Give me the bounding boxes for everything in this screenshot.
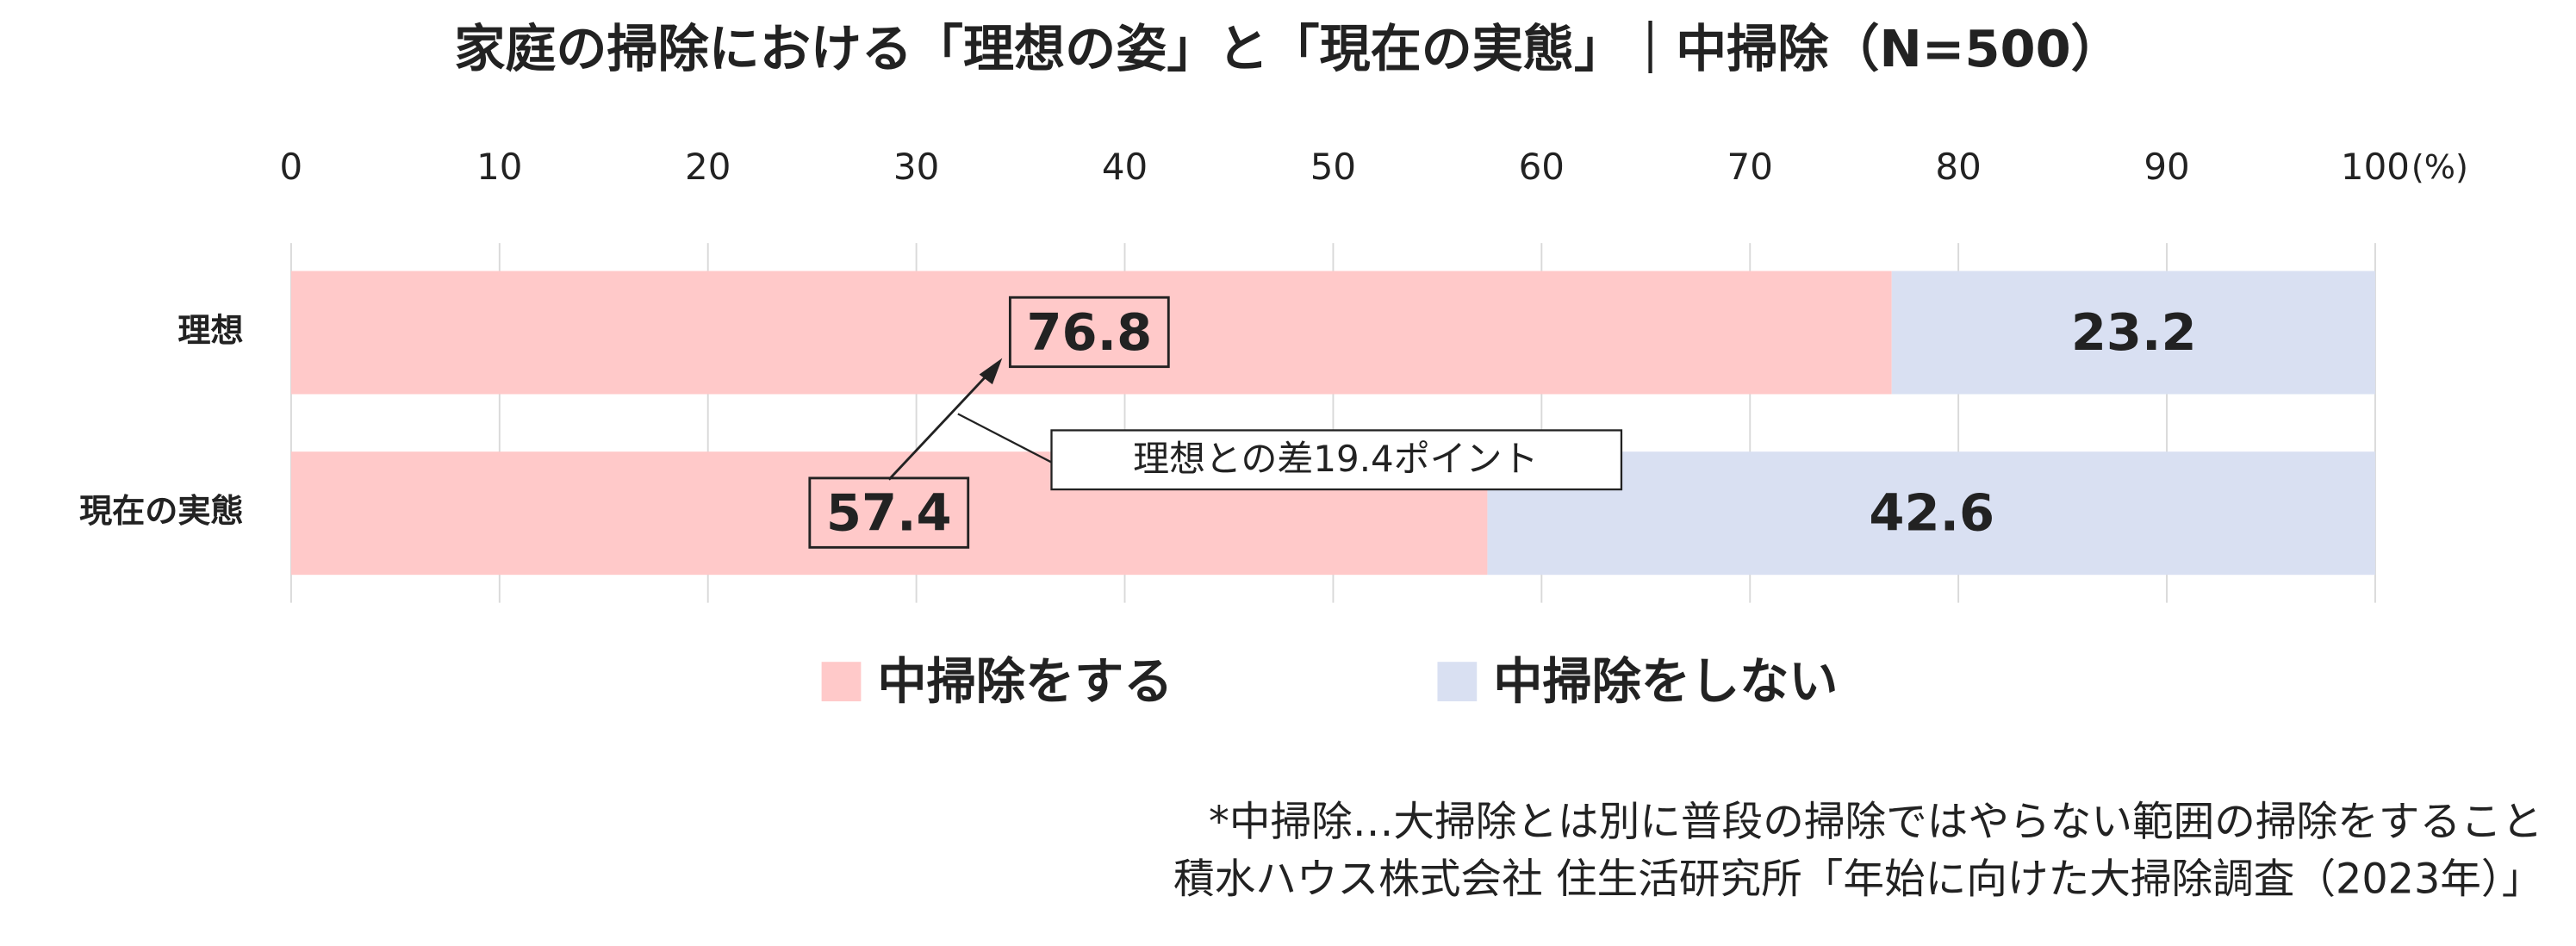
data-label: 42.6 [1869,483,1994,543]
note: 積水ハウス株式会社 住生活研究所「年始に向けた大掃除調査（2023年）」 [1173,856,2542,904]
category-label: 現在の実態 [79,492,244,530]
bar-segment [290,271,1892,395]
annotation: 理想との差19.4ポイント [1133,438,1538,480]
x-tick-label: 100 [2341,146,2410,188]
note: *中掃除…大掃除とは別に普段の掃除ではやらない範囲の掃除をすること [1209,799,2542,846]
annotation-box [1050,429,1623,491]
x-tick-label: 0 [280,146,303,188]
x-tick-label: 20 [685,146,731,188]
bar-segment [1487,451,2375,576]
x-tick-label: 40 [1102,146,1148,188]
arrow-head [979,358,1003,385]
x-tick-label: 70 [1727,146,1773,188]
x-unit: (%) [2411,148,2468,186]
legend-label: 中掃除をしない [1493,654,1838,711]
x-tick-label: 50 [1310,146,1356,188]
legend-swatch [821,662,862,701]
legend-label: 中掃除をする [877,654,1173,711]
x-tick-label: 80 [1935,146,1981,188]
label-box [1008,296,1170,369]
chart-title: 家庭の掃除における「理想の姿」と「現在の実態」｜中掃除（N=500） [454,19,2122,78]
arrow-line [887,370,992,481]
callout-line [957,413,1054,464]
data-label: 57.4 [826,483,952,543]
data-label: 23.2 [2071,302,2197,362]
data-label: 76.8 [1026,302,1152,362]
x-tick-label: 60 [1519,146,1565,188]
bar-segment [1891,271,2375,395]
x-tick-label: 90 [2144,146,2189,188]
x-tick-label: 30 [893,146,939,188]
x-tick-label: 10 [476,146,522,188]
legend-swatch [1437,662,1478,701]
category-label: 理想 [177,312,243,350]
